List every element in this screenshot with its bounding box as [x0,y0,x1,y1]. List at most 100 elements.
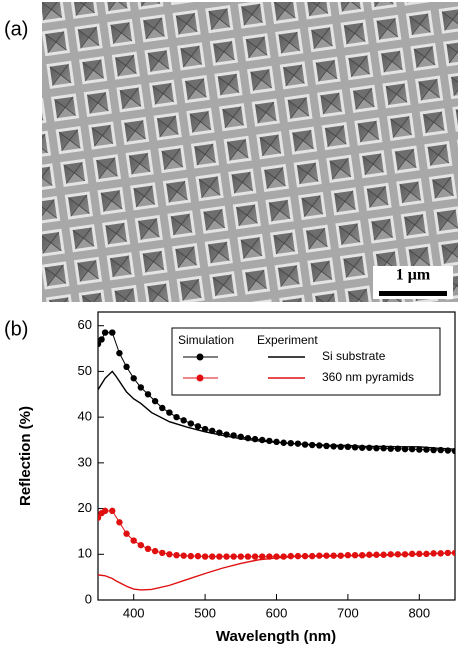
simulation-point [101,329,109,336]
simulation-point [201,425,209,433]
simulation-point [408,550,416,558]
x-tick-label: 700 [337,605,359,620]
y-tick-label: 50 [78,363,92,378]
simulation-point [209,553,216,560]
simulation-point [373,551,380,558]
simulation-point [223,553,230,560]
simulation-point [101,507,109,515]
simulation-point [237,553,244,560]
simulation-point [394,551,402,558]
simulation-point [123,530,130,537]
simulation-point [401,551,409,558]
simulation-point [187,420,195,427]
simulation-point [237,433,244,440]
simulation-point [151,547,159,555]
simulation-point [330,443,337,450]
simulation-point [416,550,423,558]
simulation-point [130,537,137,544]
simulation-point [123,363,130,371]
simulation-point [109,507,116,515]
simulation-point [216,429,223,436]
simulation-point [323,552,330,559]
simulation-point [380,445,387,452]
simulation-point [259,553,266,560]
simulation-point [116,349,123,357]
simulation-point [151,397,159,405]
simulation-point [451,447,455,455]
simulation-point [180,552,187,559]
simulation-point [259,436,266,444]
simulation-point [380,551,387,558]
scale-bar [379,291,447,296]
simulation-point [337,552,344,559]
simulation-point [294,552,302,560]
simulation-point [309,552,316,560]
simulation-point [280,439,287,446]
y-axis-label: Reflection (%) [17,406,34,506]
legend-label: Si substrate [322,349,386,363]
simulation-point [187,552,195,560]
simulation-point [159,549,166,557]
simulation-point [137,384,145,391]
simulation-point [144,391,152,398]
legend [171,327,441,396]
scale-bar-label: 1 μm [396,267,431,284]
simulation-point [98,336,105,343]
simulation-point [287,440,294,447]
simulation-point [387,445,394,452]
simulation-point [437,550,444,557]
simulation-point [166,551,173,558]
simulation-point [273,438,280,446]
x-axis-label: Wavelength (nm) [216,628,336,645]
simulation-point [344,443,352,451]
simulation-point [230,432,237,439]
simulation-point [451,549,455,557]
x-tick-label: 800 [408,605,430,620]
x-tick-label: 600 [266,605,288,620]
legend-sim-marker [196,374,204,382]
simulation-point [294,440,302,447]
simulation-point [351,444,359,451]
y-tick-label: 30 [78,454,92,469]
legend-column: Experiment [257,333,318,347]
simulation-point [244,553,252,560]
simulation-point [130,375,137,382]
x-tick-label: 400 [123,605,145,620]
simulation-point [416,446,423,453]
y-tick-label: 60 [78,317,92,332]
simulation-point [201,553,209,560]
simulation-point [366,551,373,558]
legend-column: Simulation [178,333,234,347]
simulation-point [351,552,359,559]
simulation-point [137,541,145,549]
simulation-point [144,545,152,552]
simulation-point [323,442,330,450]
simulation-point [394,445,402,452]
simulation-point [373,445,380,452]
simulation-point [116,519,123,526]
simulation-point [194,552,202,560]
simulation-point [216,553,223,560]
simulation-point [330,552,337,559]
simulation-point [444,447,452,454]
simulation-point [408,445,416,453]
simulation-point [194,423,202,430]
simulation-point [109,329,116,336]
simulation-point [266,437,273,445]
simulation-point [366,444,373,451]
simulation-point [173,552,180,559]
simulation-point [273,553,280,560]
simulation-point [430,550,437,557]
simulation-point [430,446,437,454]
legend-label: 360 nm pyramids [322,370,414,384]
simulation-point [401,445,409,453]
y-tick-label: 40 [78,409,92,424]
simulation-point [309,441,316,449]
simulation-point [423,446,430,453]
simulation-line [98,510,455,558]
simulation-point [316,552,323,559]
simulation-line [98,332,455,452]
simulation-point [173,413,180,421]
simulation-point [344,552,352,559]
simulation-point [301,552,309,560]
